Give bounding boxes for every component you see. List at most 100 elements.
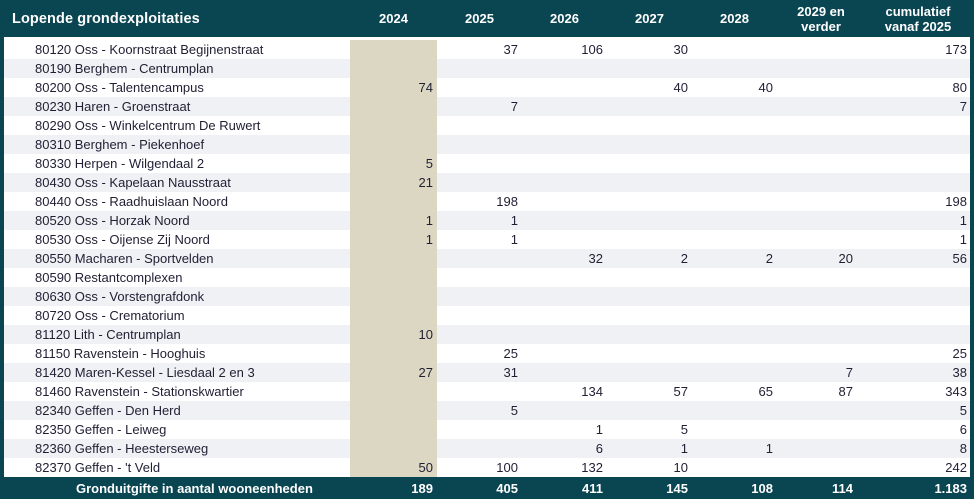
table-cell [607, 230, 692, 249]
table-cell: 20 [838, 251, 853, 266]
table-row: 80310 Berghem - Piekenhoef [4, 135, 970, 154]
table-cell [522, 97, 607, 116]
table-cell: 5 [959, 403, 967, 418]
table-cell: 1 [350, 211, 437, 230]
table-cell [350, 287, 437, 306]
table-cell [437, 420, 522, 439]
table-cell [437, 306, 522, 325]
table-cell [522, 268, 607, 287]
table-cell [692, 97, 777, 116]
table-row: 81150 Ravenstein - Hooghuis 25 25 [4, 344, 970, 363]
table-cell [692, 135, 777, 154]
column-header: 2024 [379, 11, 408, 26]
table-cell [437, 325, 522, 344]
table-cell: 242 [945, 460, 967, 475]
table-cell [607, 116, 692, 135]
table-row: 80290 Oss - Winkelcentrum De Ruwert [4, 116, 970, 135]
table-row: 80200 Oss - Talentencampus 74 40 40 80 [4, 78, 970, 97]
table-cell [522, 116, 607, 135]
row-label: 81150 Ravenstein - Hooghuis [35, 346, 206, 361]
table-cell: 106 [581, 42, 603, 57]
table-row: 82360 Geffen - Heesterseweg 6 1 1 8 [4, 439, 970, 458]
table-cell [692, 344, 777, 363]
table-cell [437, 116, 522, 135]
table-cell [350, 116, 437, 135]
table-cell [860, 268, 970, 287]
table-cell [692, 401, 777, 420]
table-cell: 87 [838, 384, 853, 399]
table-header: Lopende grondexploitaties 2024 2025 2026 20… [4, 0, 970, 37]
table-cell [607, 173, 692, 192]
table-title: Lopende grondexploitaties [12, 10, 200, 27]
table-cell [437, 268, 522, 287]
table-row: 80230 Haren - Groenstraat 7 7 [4, 97, 970, 116]
column-header: 2025 [465, 11, 494, 26]
table-cell: 1 [959, 213, 967, 228]
table-cell [777, 439, 860, 458]
table-row: 80630 Oss - Vorstengrafdonk [4, 287, 970, 306]
table-cell [437, 78, 522, 97]
table-cell: 2 [680, 251, 688, 266]
table-cell [522, 78, 607, 97]
table-cell: 1 [765, 441, 773, 456]
column-header: 2026 [550, 11, 579, 26]
table-cell: 198 [496, 194, 518, 209]
table-row: 80520 Oss - Horzak Noord 1 1 1 [4, 211, 970, 230]
table-cell [777, 211, 860, 230]
table-cell: 5 [350, 154, 437, 173]
table-cell [692, 230, 777, 249]
table-cell [777, 230, 860, 249]
table-cell [350, 268, 437, 287]
table-row: 80590 Restantcomplexen [4, 268, 970, 287]
table-cell: 132 [581, 460, 603, 475]
table-cell [692, 154, 777, 173]
table-cell [607, 363, 692, 382]
table-cell: 7 [510, 99, 518, 114]
table-cell [777, 420, 860, 439]
row-label: 80120 Oss - Koornstraat Begijnenstraat [35, 42, 264, 57]
table-cell [777, 306, 860, 325]
table-cell: 343 [945, 384, 967, 399]
table-row: 81420 Maren-Kessel - Liesdaal 2 en 3 27 31… [4, 363, 970, 382]
table-cell: 1 [350, 230, 437, 249]
table-cell [692, 287, 777, 306]
table-cell: 134 [581, 384, 603, 399]
table-cell [860, 287, 970, 306]
row-label: 80290 Oss - Winkelcentrum De Ruwert [35, 118, 261, 133]
table-cell [777, 325, 860, 344]
table-cell [692, 192, 777, 211]
table-row: 80430 Oss - Kapelaan Nausstraat 21 [4, 173, 970, 192]
table-cell: 5 [510, 403, 518, 418]
row-label: 80310 Berghem - Piekenhoef [35, 137, 205, 152]
table-cell [522, 306, 607, 325]
table-cell [607, 97, 692, 116]
table-cell: 40 [673, 80, 688, 95]
table-cell [860, 154, 970, 173]
table-cell [692, 268, 777, 287]
table-cell [777, 59, 860, 78]
table-cell [522, 287, 607, 306]
table-cell [692, 325, 777, 344]
table-cell: 80 [952, 80, 967, 95]
table-cell [692, 40, 777, 59]
table-cell: 25 [503, 346, 518, 361]
table-cell: 10 [673, 460, 688, 475]
table-cell: 56 [952, 251, 967, 266]
table-cell [437, 382, 522, 401]
table-cell [777, 78, 860, 97]
table-cell [777, 116, 860, 135]
row-label: 81460 Ravenstein - Stationskwartier [35, 384, 244, 399]
table-cell [437, 287, 522, 306]
table-cell: 30 [673, 42, 688, 57]
table-cell [350, 97, 437, 116]
table-cell: 5 [680, 422, 688, 437]
table-cell [692, 306, 777, 325]
table-cell [692, 59, 777, 78]
table-cell: 2 [765, 251, 773, 266]
table-cell [437, 154, 522, 173]
table-cell [522, 135, 607, 154]
table-cell: 1 [680, 441, 688, 456]
row-label: 82370 Geffen - 't Veld [35, 460, 161, 475]
table-cell [437, 439, 522, 458]
